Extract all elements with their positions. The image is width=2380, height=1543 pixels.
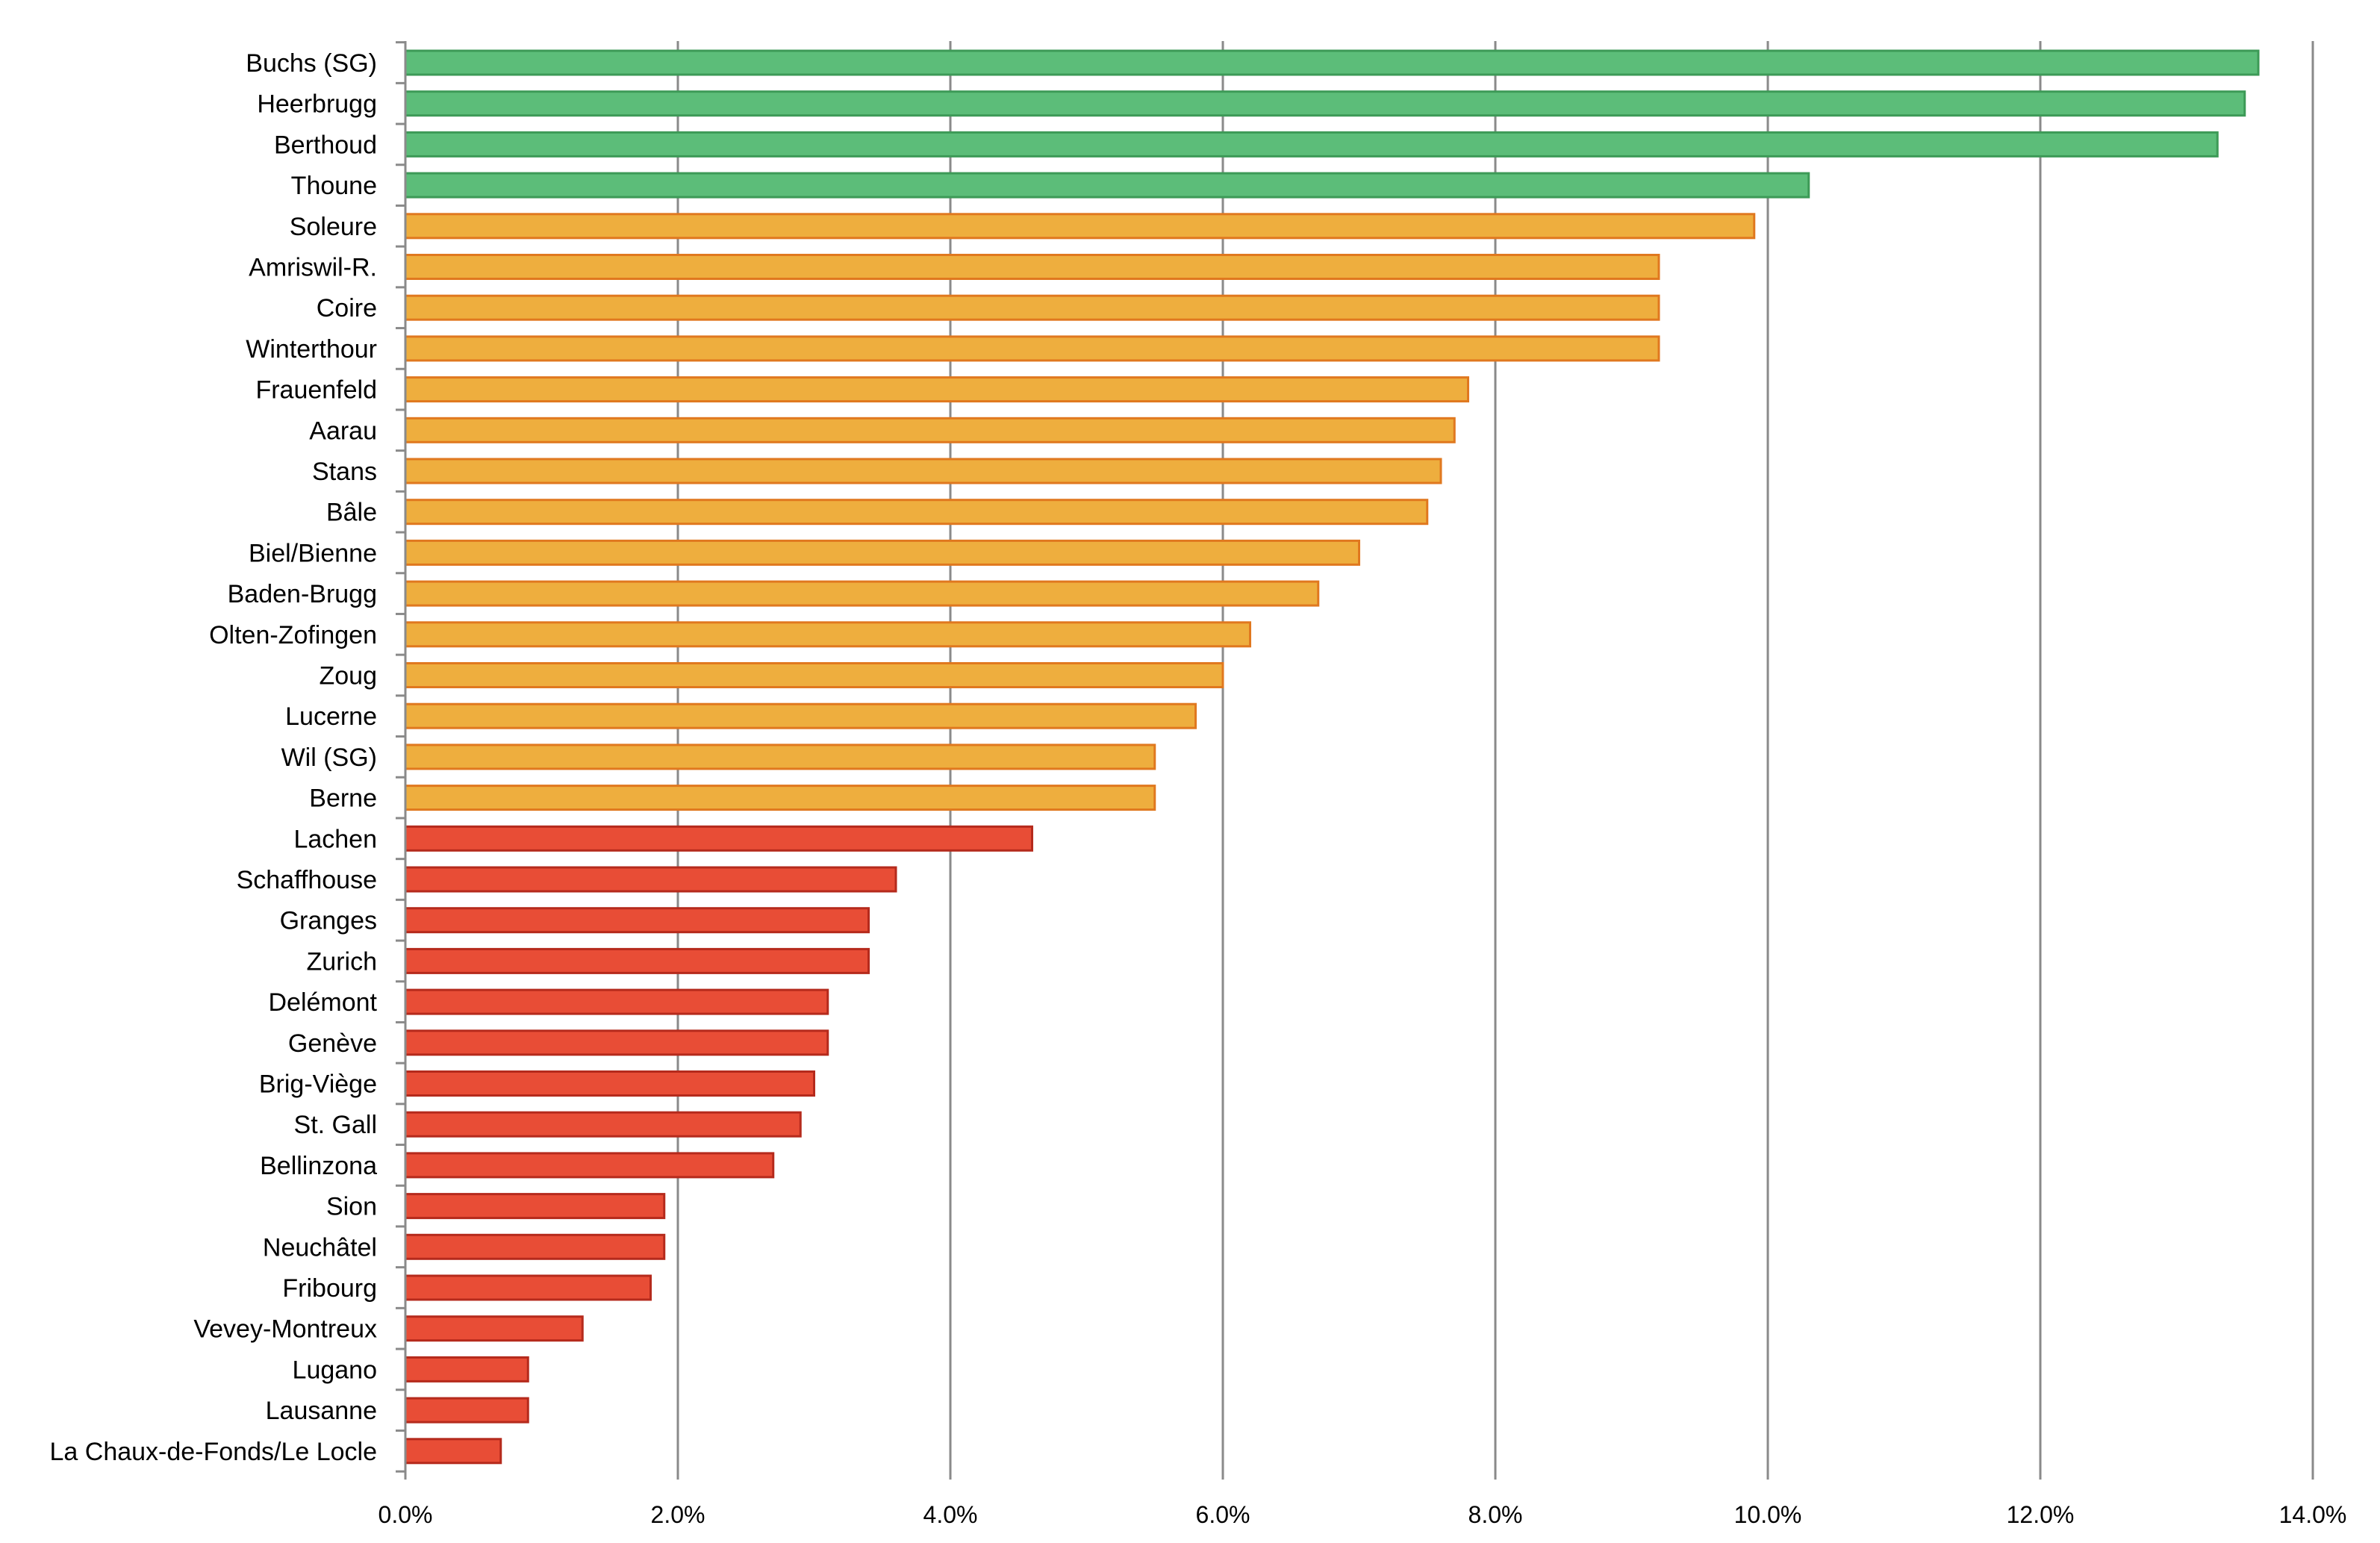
bar: [404, 1315, 584, 1342]
bar: [404, 1029, 829, 1056]
bars: [404, 49, 2260, 1465]
bar: [404, 417, 1456, 443]
bar: [404, 376, 1469, 403]
bar: [404, 662, 1224, 688]
category-label: Vevey-Montreux: [193, 1315, 377, 1344]
bar: [404, 907, 870, 934]
category-label: Wil (SG): [281, 744, 377, 772]
category-label: Bellinzona: [260, 1152, 377, 1180]
x-tick-label: 6.0%: [1196, 1501, 1250, 1528]
bar: [404, 621, 1251, 648]
bar: [404, 744, 1156, 770]
category-label: Olten-Zofingen: [209, 621, 377, 649]
category-label: Sion: [326, 1193, 377, 1221]
bar: [404, 988, 829, 1015]
bar: [404, 1438, 502, 1465]
category-label: Lucerne: [285, 702, 377, 731]
category-label: Soleure: [290, 213, 377, 241]
category-label: Lugano: [293, 1356, 377, 1384]
bar: [404, 172, 1810, 199]
x-tick-label: 2.0%: [651, 1501, 705, 1528]
category-label: Bâle: [326, 499, 377, 527]
bar: [404, 702, 1197, 729]
bar: [404, 947, 870, 974]
bar: [404, 254, 1660, 280]
bar: [404, 539, 1360, 566]
category-label: Lachen: [293, 825, 377, 853]
category-label: Amriswil-R.: [249, 254, 377, 282]
bar: [404, 1274, 652, 1301]
category-label: Berne: [309, 785, 377, 813]
category-label: Baden-Brugg: [228, 580, 377, 608]
category-label: Zoug: [320, 662, 378, 691]
category-label: Coire: [317, 294, 377, 322]
category-label: Neuchâtel: [263, 1233, 377, 1262]
category-label: Thoune: [291, 172, 377, 200]
bar: [404, 785, 1156, 811]
category-label: Biel/Bienne: [249, 539, 377, 567]
x-tick-label: 12.0%: [2007, 1501, 2075, 1528]
x-tick-labels: 0.0% 2.0% 4.0% 6.0% 8.0% 10.0% 12.0% 14.0%: [379, 1501, 2347, 1528]
bar: [404, 1397, 529, 1424]
category-label: Berthoud: [274, 131, 377, 159]
category-label: La Chaux-de-Fonds/Le Locle: [50, 1438, 378, 1466]
bar: [404, 1152, 775, 1179]
x-tick-label: 8.0%: [1468, 1501, 1523, 1528]
category-label: St. Gall: [294, 1111, 377, 1139]
x-tick-label: 4.0%: [923, 1501, 978, 1528]
bar: [404, 335, 1660, 362]
x-tick-label: 10.0%: [1734, 1501, 1802, 1528]
bar: [404, 49, 2260, 76]
category-label: Granges: [280, 907, 377, 935]
category-label: Heerbrugg: [257, 90, 377, 119]
category-label: Lausanne: [266, 1397, 377, 1425]
bar: [404, 825, 1033, 852]
bar: [404, 866, 897, 893]
bar: [404, 131, 2219, 158]
category-label: Buchs (SG): [246, 49, 377, 78]
x-tick-label: 0.0%: [379, 1501, 433, 1528]
bar: [404, 90, 2246, 117]
bar: [404, 580, 1320, 607]
bar: [404, 458, 1442, 484]
category-label: Winterthour: [246, 335, 377, 364]
bar: [404, 1356, 529, 1383]
bar: [404, 1193, 666, 1220]
bar: [404, 499, 1429, 526]
category-label: Aarau: [309, 417, 377, 445]
bar: [404, 1233, 666, 1260]
y-axis: [396, 41, 2314, 1480]
x-tick-label: 14.0%: [2279, 1501, 2347, 1528]
category-label: Genève: [288, 1029, 377, 1058]
bar: [404, 213, 1756, 240]
category-label: Frauenfeld: [255, 376, 377, 405]
bar: [404, 1111, 802, 1138]
category-label: Delémont: [268, 988, 377, 1017]
category-label: Fribourg: [282, 1274, 377, 1303]
category-labels: Buchs (SG) Heerbrugg Berthoud Thoune Soleure…: [50, 49, 378, 1466]
category-label: Stans: [312, 458, 377, 486]
category-label: Zurich: [307, 947, 377, 976]
bar: [404, 294, 1660, 321]
category-label: Schaffhouse: [237, 866, 377, 894]
bar: [404, 1070, 815, 1097]
category-label: Brig-Viège: [259, 1070, 377, 1099]
